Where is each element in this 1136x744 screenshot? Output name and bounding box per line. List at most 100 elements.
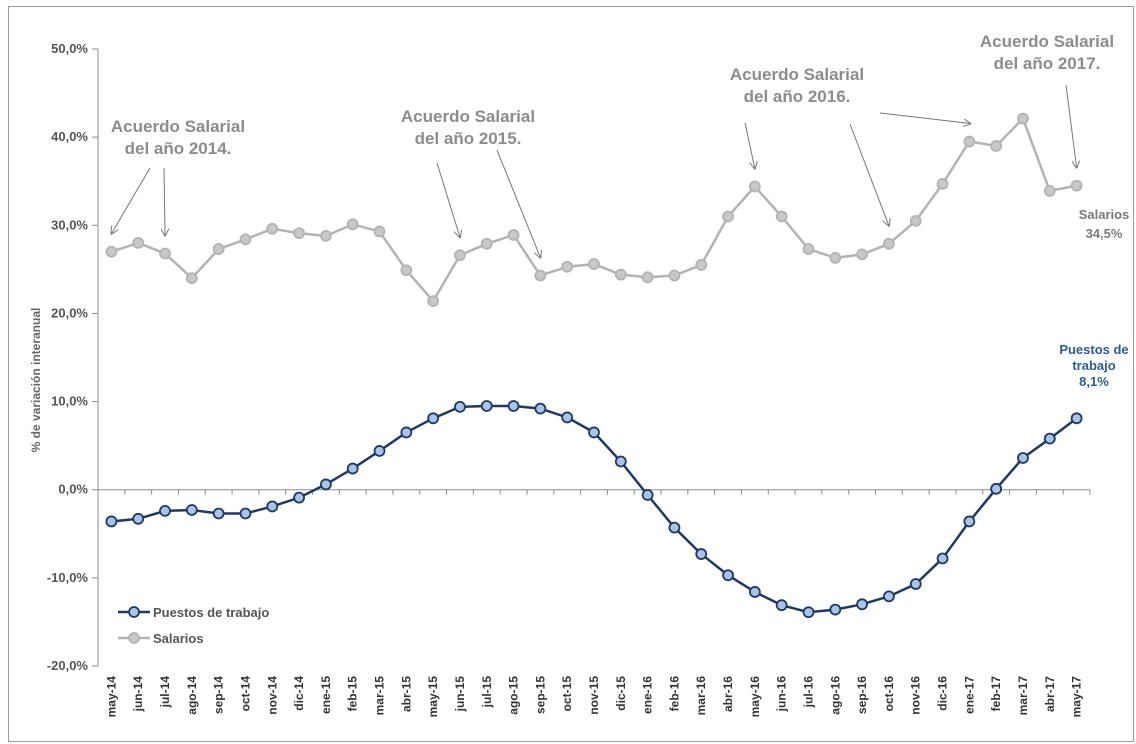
series-group	[105, 112, 1083, 619]
data-point	[641, 489, 654, 501]
data-point	[266, 500, 279, 513]
series-line-salarios	[111, 116, 1077, 304]
annotation-text: Acuerdo Salarial	[980, 32, 1114, 51]
x-tick-label: dic-14	[292, 676, 306, 711]
data-point	[400, 426, 413, 439]
data-point	[1043, 432, 1056, 445]
data-point	[159, 504, 171, 517]
x-tick-label: oct-15	[560, 676, 574, 712]
data-point	[373, 225, 386, 238]
data-point	[480, 237, 493, 250]
x-tick-label: ene-15	[319, 676, 333, 714]
data-point	[1070, 179, 1083, 192]
data-point	[802, 606, 815, 619]
data-point	[748, 180, 761, 193]
data-point	[775, 599, 788, 612]
data-point	[561, 411, 574, 424]
data-point	[239, 507, 252, 520]
annotations-group: Acuerdo Salarial del año 2014. Acuerdo Sal…	[111, 32, 1114, 258]
data-point	[963, 135, 976, 148]
data-point	[319, 478, 332, 491]
x-tick-label: may-17	[1070, 676, 1084, 718]
x-tick-label: abr-16	[721, 676, 735, 712]
data-point	[856, 248, 869, 261]
data-point	[132, 237, 145, 249]
x-tick-label: may-14	[104, 676, 118, 718]
x-tick-label: jun-15	[453, 676, 467, 713]
data-point	[346, 218, 359, 231]
data-point	[883, 590, 895, 603]
annotation-arrow	[849, 123, 889, 226]
data-point	[695, 259, 708, 271]
y-tick-label: 50,0%	[51, 41, 88, 56]
x-tick-label: sep-16	[855, 676, 869, 714]
x-tick-label: may-16	[748, 676, 762, 718]
data-point	[936, 177, 949, 190]
x-tick-label: sep-14	[212, 676, 226, 714]
data-point	[105, 245, 118, 258]
data-point	[722, 569, 734, 582]
y-tick-label: 30,0%	[51, 217, 88, 232]
end-label-salarios: Salarios	[1079, 207, 1130, 222]
annotation-text: Acuerdo Salarial	[111, 117, 245, 136]
data-point	[561, 260, 574, 273]
x-tick-label: feb-17	[989, 676, 1003, 712]
x-tick-label: ene-16	[641, 676, 655, 714]
data-point	[293, 227, 305, 240]
data-point	[480, 400, 493, 412]
annotation-arrow	[111, 167, 151, 234]
x-tick-label: abr-15	[399, 676, 413, 712]
data-point	[588, 426, 600, 439]
data-point	[185, 504, 198, 516]
data-point	[185, 272, 198, 285]
data-point	[373, 445, 386, 457]
data-point	[748, 586, 761, 598]
y-tick-label: 0,0%	[58, 482, 88, 497]
legend-label: Puestos de trabajo	[153, 605, 269, 620]
data-point	[990, 482, 1003, 495]
data-point	[454, 249, 466, 262]
x-tick-label: jun-16	[775, 676, 789, 713]
legend-marker	[128, 606, 140, 618]
annotation-arrow	[744, 122, 755, 169]
data-point	[641, 271, 654, 284]
y-axis-label: % de variación interanual	[29, 308, 43, 453]
data-point	[239, 233, 252, 246]
data-point	[105, 515, 118, 528]
data-point	[400, 264, 413, 277]
annotation-text: Acuerdo Salarial	[730, 65, 864, 84]
x-tick-label: jul-16	[801, 676, 815, 709]
data-point	[936, 552, 949, 565]
x-tick-label: mar-16	[694, 676, 708, 716]
data-point	[588, 258, 600, 270]
data-point	[534, 269, 547, 282]
data-point	[266, 222, 279, 235]
data-point	[909, 214, 922, 227]
x-tick-label: feb-15	[346, 676, 360, 712]
annotation-text: del año 2015.	[415, 129, 522, 148]
annotation-text: Acuerdo Salarial	[401, 107, 535, 126]
annotation-arrow	[164, 167, 165, 235]
x-tick-label: jul-14	[158, 676, 172, 709]
data-point	[346, 462, 359, 475]
data-point	[1043, 185, 1056, 197]
x-tick-label: mar-15	[373, 676, 387, 716]
data-point	[829, 251, 842, 264]
data-point	[534, 402, 547, 415]
data-point	[802, 243, 815, 255]
data-point	[212, 507, 225, 520]
data-point	[159, 247, 171, 260]
x-tick-label: ago-16	[828, 676, 842, 715]
x-tick-label: feb-16	[667, 676, 681, 712]
data-point	[293, 491, 305, 504]
x-tick-label: abr-17	[1043, 676, 1057, 712]
x-tick-label: dic-16	[936, 676, 950, 711]
data-point	[1017, 452, 1029, 464]
x-tick-label: nov-15	[587, 676, 601, 715]
y-tick-label: -20,0%	[47, 658, 89, 673]
annotation-arrow	[436, 162, 460, 237]
data-point	[668, 269, 681, 282]
legend-label: Salarios	[153, 631, 204, 646]
